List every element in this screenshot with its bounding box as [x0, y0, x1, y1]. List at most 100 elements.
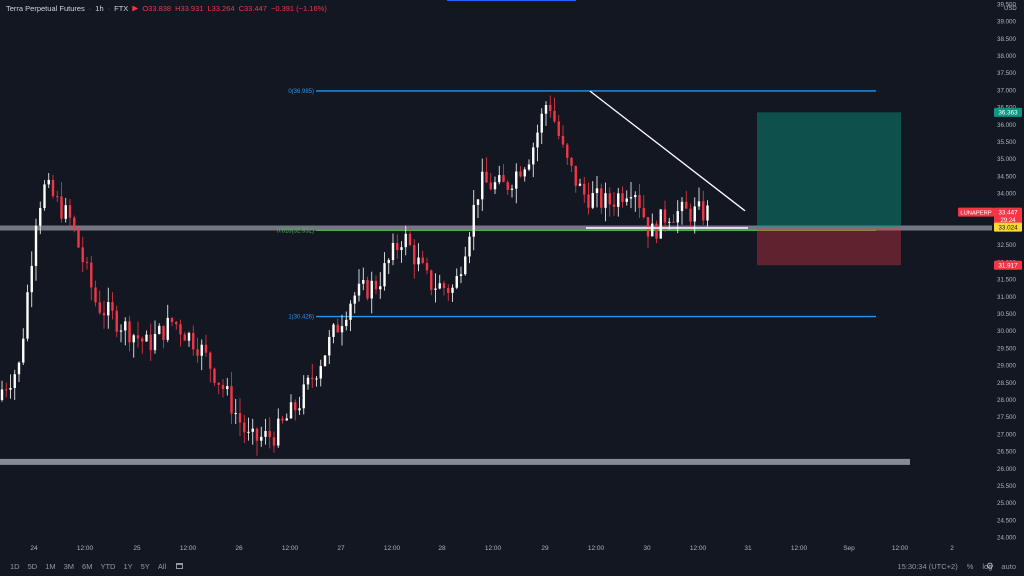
candle-body	[574, 165, 577, 186]
candle-body	[591, 193, 594, 208]
candle-body	[323, 355, 327, 366]
candle-body	[255, 428, 259, 441]
candle-body	[391, 242, 395, 261]
candle-body	[413, 245, 416, 265]
candle-body	[102, 312, 106, 316]
fib-label-0: 0(36.985)	[288, 89, 314, 95]
timeframe-1m[interactable]: 1M	[45, 561, 56, 571]
candle-body	[115, 310, 118, 332]
candle-body	[617, 193, 620, 207]
candle-body	[51, 179, 55, 197]
interval-label[interactable]: 1h	[95, 4, 104, 13]
candle-body	[621, 193, 624, 202]
candle-body	[9, 387, 12, 390]
candle-body	[353, 295, 356, 304]
legend-separator: ·	[88, 4, 92, 13]
time-axis-label: 28	[438, 545, 446, 552]
timeframe-1d[interactable]: 1D	[10, 561, 20, 571]
candle-body	[536, 132, 539, 148]
timeframe-6m[interactable]: 6M	[82, 561, 93, 571]
time-axis-label: 12:00	[180, 545, 197, 552]
timeframe-5d[interactable]: 5D	[27, 561, 38, 571]
target-price-tag-bg	[994, 107, 1022, 117]
candle-body	[570, 157, 573, 166]
candle-body	[345, 319, 348, 327]
candle-body	[404, 233, 407, 248]
time-axis-label: 12:00	[77, 545, 94, 552]
candle-body	[73, 217, 76, 229]
time-axis-label: 12:00	[282, 545, 299, 552]
candle-body	[68, 205, 72, 218]
candle-body	[566, 144, 569, 158]
candle-body	[119, 330, 123, 332]
symbol-tag-bg	[958, 207, 994, 217]
candle-body	[302, 384, 305, 409]
price-axis-tick: 24.500	[997, 517, 1016, 524]
loss-zone	[757, 227, 901, 266]
price-axis-tick: 37.500	[997, 70, 1016, 77]
candle-body	[281, 418, 284, 421]
candle-body	[634, 195, 637, 198]
candle-body	[136, 335, 140, 339]
price-axis-tick: 39.500	[997, 1, 1016, 8]
candle-body	[141, 338, 144, 342]
candle-body	[697, 201, 701, 207]
candle-body	[128, 321, 131, 343]
calendar-range-icon[interactable]	[176, 563, 184, 569]
candle-body	[600, 188, 603, 208]
price-axis-tick: 32.500	[997, 242, 1016, 249]
candle-body	[604, 193, 607, 208]
timeframe-1y[interactable]: 1Y	[123, 561, 133, 571]
candle-body	[421, 257, 424, 263]
price-axis-tick: 30.500	[997, 311, 1016, 318]
auto-toggle[interactable]: auto	[1001, 561, 1016, 571]
candle-body	[396, 242, 399, 251]
candle-body	[98, 302, 101, 313]
timeframe-5y[interactable]: 5Y	[140, 561, 150, 571]
candle-body	[311, 377, 314, 380]
symbol-name[interactable]: Terra Perpetual Futures	[6, 4, 85, 13]
candle-body	[60, 196, 63, 219]
price-chart[interactable]: 24 12:00 25 12:00 26 12:00 27 12:00 28 12:00 29 12:…	[0, 0, 1024, 556]
candle-body	[277, 418, 280, 446]
legend-separator: ·	[107, 4, 111, 13]
candle-body	[132, 335, 135, 343]
candle-body	[434, 288, 437, 290]
candle-body	[383, 263, 386, 287]
fib-label-1: 1(30.426)	[288, 315, 314, 321]
percent-toggle[interactable]: %	[966, 561, 974, 571]
candle-body	[438, 283, 441, 289]
price-axis-tick: 28.500	[997, 380, 1016, 387]
candle-body	[107, 302, 110, 316]
candle-body	[651, 223, 654, 237]
candle-body	[544, 105, 548, 114]
price-axis-tick: 35.000	[997, 156, 1016, 163]
settings-gear-icon[interactable]: ⚙	[985, 561, 994, 571]
candle-body	[213, 368, 216, 383]
candle-body	[39, 208, 42, 226]
candle-body	[663, 209, 667, 223]
candle-body	[685, 201, 688, 209]
candle-body	[47, 179, 50, 185]
candle-body	[0, 389, 4, 400]
candle-body	[553, 110, 556, 122]
bottom-toolbar: 1D 5D 1M 3M 6M YTD 1Y 5Y All 15:30:34 (U…	[0, 556, 1024, 576]
exchange-label: FTX	[114, 4, 129, 13]
candle-body	[625, 198, 628, 202]
candle-body	[557, 121, 560, 136]
candle-body	[196, 349, 199, 356]
price-axis-tick: 25.500	[997, 483, 1016, 490]
candle-body	[179, 324, 182, 335]
candle-body	[498, 175, 501, 183]
candle-body	[306, 377, 310, 385]
candle-body	[166, 317, 169, 340]
descending-trendline	[589, 90, 746, 212]
log-toggle[interactable]: log	[982, 561, 993, 571]
timeframe-ytd[interactable]: YTD	[100, 561, 116, 571]
clock-display[interactable]: 15:30:34 (UTC+2)	[897, 561, 958, 571]
timeframe-all[interactable]: All	[157, 561, 167, 571]
candle-body	[340, 326, 344, 333]
candle-body	[81, 247, 84, 263]
timeframe-3m[interactable]: 3M	[63, 561, 75, 571]
